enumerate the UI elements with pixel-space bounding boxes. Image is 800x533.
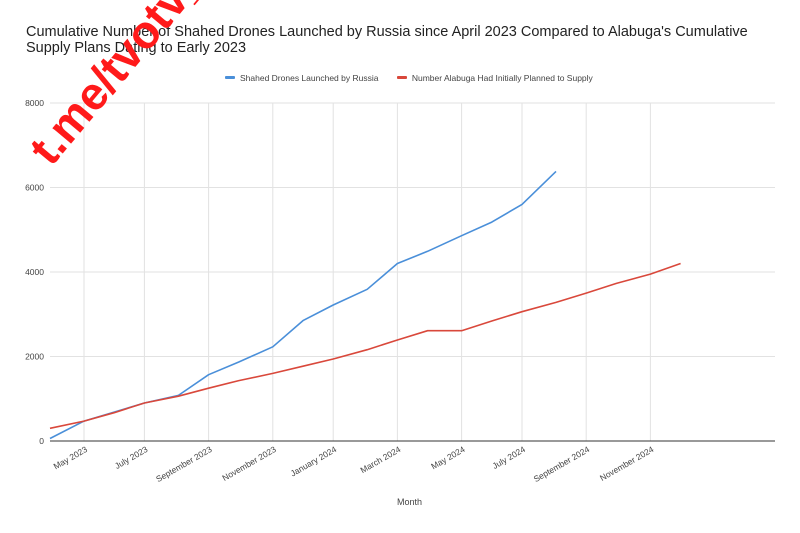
- x-tick-label: September 2023: [154, 444, 214, 484]
- legend-label-planned: Number Alabuga Had Initially Planned to …: [411, 72, 593, 83]
- x-tick-label: July 2023: [113, 444, 150, 471]
- x-tick-label: May 2024: [429, 444, 467, 471]
- x-axis-label: Month: [397, 497, 422, 507]
- legend-item-launched: Shahed Drones Launched by Russia: [225, 73, 378, 83]
- x-tick-label: March 2024: [359, 444, 403, 475]
- series-line-1: [49, 262, 681, 430]
- x-tick-label: November 2023: [220, 444, 278, 483]
- y-tick-label: 6000: [25, 183, 44, 193]
- legend-label-launched: Shahed Drones Launched by Russia: [240, 72, 379, 83]
- series-line-0: [49, 170, 557, 440]
- legend-swatch-launched: [225, 76, 235, 79]
- y-tick-label: 0: [39, 436, 44, 446]
- y-tick-label: 4000: [25, 267, 44, 277]
- x-tick-label: January 2024: [289, 444, 339, 479]
- x-tick-label: September 2024: [532, 444, 592, 484]
- y-tick-label: 8000: [25, 98, 44, 108]
- x-tick-label: May 2023: [52, 444, 90, 471]
- x-tick-label: November 2024: [598, 444, 656, 483]
- chart-title: Cumulative Number of Shahed Drones Launc…: [26, 24, 748, 56]
- y-tick-label: 2000: [25, 352, 44, 362]
- x-tick-label: July 2024: [490, 444, 527, 471]
- legend-item-planned: Number Alabuga Had Initially Planned to …: [396, 72, 593, 83]
- legend-swatch-planned: [396, 76, 407, 79]
- legend: Shahed Drones Launched by Russia Number …: [225, 71, 609, 83]
